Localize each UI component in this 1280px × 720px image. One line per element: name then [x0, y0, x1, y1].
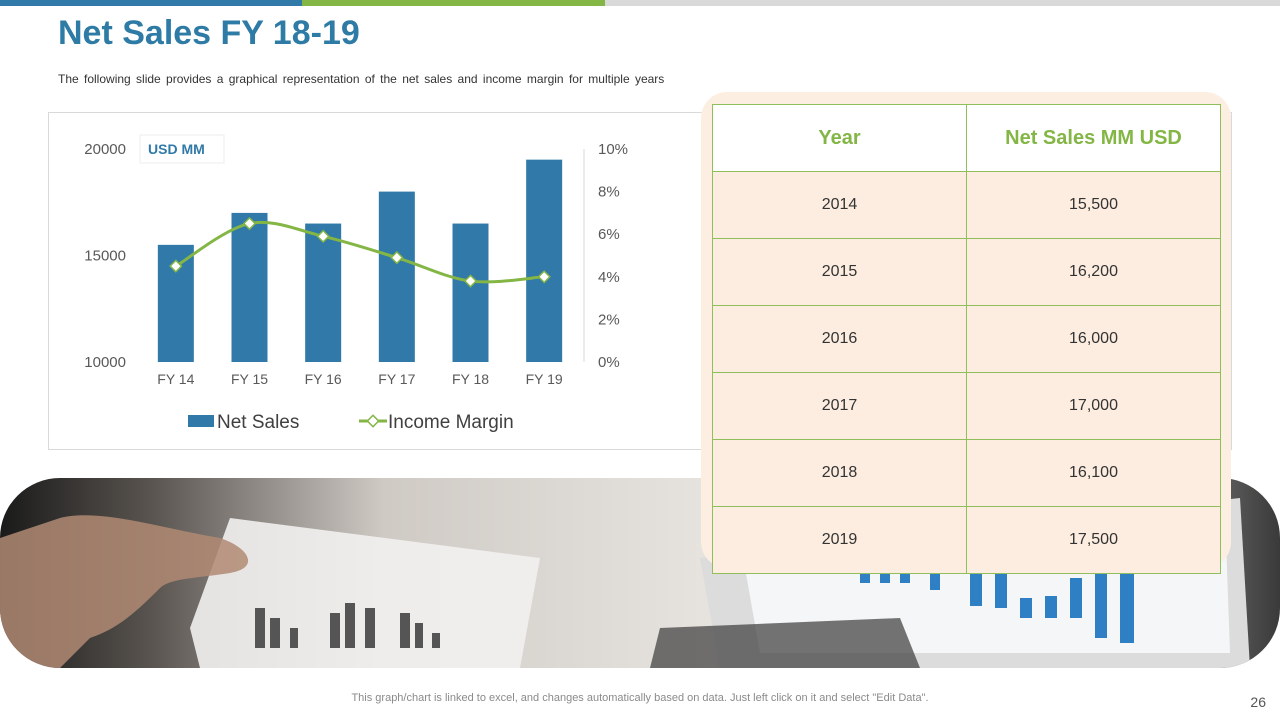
- table-cell-net-sales: 16,000: [966, 305, 1221, 373]
- table-cell-net-sales: 17,500: [966, 506, 1221, 574]
- y-right-tick-label: 10%: [598, 141, 628, 158]
- unit-label-box: [139, 134, 225, 164]
- slide-title: Net Sales FY 18-19: [58, 14, 360, 52]
- x-tick-label: FY 18: [452, 371, 489, 387]
- x-tick-label: FY 16: [305, 371, 342, 387]
- top-accent-bar-green: [302, 0, 605, 6]
- x-tick-label: FY 15: [231, 371, 268, 387]
- table-header-row: Year Net Sales MM USD: [712, 104, 1221, 172]
- y-right-tick-label: 2%: [598, 311, 620, 328]
- y-left-tick-label: 10000: [84, 354, 126, 371]
- table-header-year: Year: [712, 104, 967, 172]
- legend-marker-income-margin: [366, 414, 380, 428]
- table-row: 2018 16,100: [712, 439, 1221, 507]
- slide-subtitle: The following slide provides a graphical…: [58, 72, 665, 86]
- table-cell-net-sales: 16,100: [966, 439, 1221, 507]
- point-income-margin: [463, 274, 478, 288]
- table-cell-net-sales: 15,500: [966, 171, 1221, 239]
- table-row: 2014 15,500: [712, 171, 1221, 239]
- bar-net-sales: [305, 223, 342, 362]
- net-sales-table: Year Net Sales MM USD 2014 15,500 2015 1…: [712, 104, 1221, 574]
- table-cell-net-sales: 16,200: [966, 238, 1221, 306]
- y-left-tick-label: 20000: [84, 141, 126, 158]
- top-accent-bar-blue: [0, 0, 302, 6]
- legend-label-net-sales: Net Sales: [217, 412, 299, 433]
- table-row: 2019 17,500: [712, 506, 1221, 574]
- table-header-net-sales: Net Sales MM USD: [966, 104, 1221, 172]
- footnote: This graph/chart is linked to excel, and…: [351, 692, 929, 704]
- y-right-tick-label: 8%: [598, 184, 620, 201]
- table-cell-year: 2016: [712, 305, 967, 373]
- y-right-tick-label: 6%: [598, 226, 620, 243]
- line-income-margin: [175, 220, 545, 284]
- point-income-margin: [537, 270, 551, 284]
- x-tick-label: FY 17: [378, 371, 415, 387]
- table-row: 2016 16,000: [712, 305, 1221, 373]
- y-right-tick-label: 0%: [598, 354, 620, 371]
- legend-swatch-net-sales: [188, 415, 214, 427]
- table-cell-year: 2018: [712, 439, 967, 507]
- table-cell-year: 2017: [712, 372, 967, 440]
- unit-label: USD MM: [148, 141, 205, 157]
- point-income-margin: [390, 250, 404, 265]
- table-cell-year: 2014: [712, 171, 967, 239]
- net-sales-table-card: Year Net Sales MM USD 2014 15,500 2015 1…: [701, 92, 1231, 574]
- y-right-tick-label: 4%: [598, 269, 620, 286]
- table-cell-net-sales: 17,000: [966, 372, 1221, 440]
- point-income-margin: [169, 259, 183, 273]
- point-income-margin: [316, 229, 330, 244]
- bar-net-sales: [378, 191, 415, 362]
- legend-label-income-margin: Income Margin: [388, 412, 514, 433]
- table-cell-year: 2015: [712, 238, 967, 306]
- bar-net-sales: [231, 212, 268, 362]
- point-income-margin: [242, 216, 257, 231]
- bar-net-sales: [452, 223, 489, 362]
- y-left-tick-label: 15000: [84, 248, 126, 265]
- page-number: 26: [1250, 694, 1266, 710]
- bar-net-sales: [526, 159, 563, 362]
- combo-chart[interactable]: USD MM 10000 15000 20000 0% 2% 4% 6% 8% 10% FY 14 F…: [49, 113, 1233, 451]
- table-cell-year: 2019: [712, 506, 967, 574]
- table-row: 2015 16,200: [712, 238, 1221, 306]
- table-row: 2017 17,000: [712, 372, 1221, 440]
- top-accent-bar-gray: [605, 0, 1280, 6]
- x-tick-label: FY 19: [526, 371, 563, 387]
- x-tick-label: FY 14: [157, 371, 194, 387]
